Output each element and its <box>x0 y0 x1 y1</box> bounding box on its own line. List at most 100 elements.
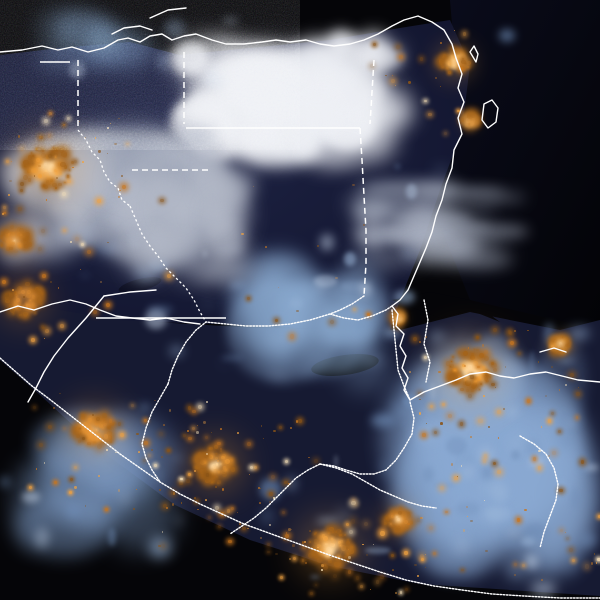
city-light-speckle <box>289 426 292 429</box>
villahermosa-node <box>0 232 5 237</box>
guatemala-city-node <box>215 463 219 466</box>
campeche-coast-node <box>25 281 30 287</box>
la-ceiba-honduras-node <box>559 338 561 340</box>
san-salvador-node <box>336 557 342 563</box>
blue-cloud-field-center <box>249 266 299 373</box>
cozumel-node <box>470 112 476 118</box>
city-light-speckle <box>10 160 13 163</box>
tegucigalpa-node <box>406 513 412 519</box>
city-light-speckle <box>81 437 85 441</box>
pacific-coast-chiapas-node <box>95 438 98 441</box>
san-pedro-sula-honduras-node <box>445 361 451 366</box>
campeche-coast-node <box>24 313 27 317</box>
city-light-speckle <box>445 510 448 514</box>
villahermosa-node <box>13 249 18 254</box>
city-light-speckle <box>412 337 417 341</box>
blue-cloud-field-southwest <box>33 430 147 533</box>
merida-yucatan-node <box>54 187 57 190</box>
pacific-coast-chiapas-node <box>87 442 91 446</box>
city-light-speckle <box>161 455 164 458</box>
city-light-speckle <box>373 543 375 546</box>
pacific-coast-chiapas-node <box>82 430 87 435</box>
city-light-speckle <box>493 328 498 333</box>
city-light-speckle <box>442 402 446 406</box>
city-light-speckle <box>100 280 103 283</box>
guatemala-city-node <box>222 472 228 478</box>
pacific-coast-chiapas-node <box>97 420 102 425</box>
san-pedro-sula-honduras-node <box>465 388 469 392</box>
moonlit-cumulus-cell <box>578 531 597 548</box>
city-light-speckle <box>154 399 156 402</box>
city-light-speckle <box>595 562 597 564</box>
city-light-speckle <box>502 407 506 410</box>
state-border-campeche-yucatan <box>77 129 131 207</box>
cancun-riviera-maya-node <box>442 66 444 68</box>
grey-cloud-puff <box>135 242 158 275</box>
city-light-speckle <box>290 528 293 531</box>
pacific-coast-chiapas-node <box>103 434 108 439</box>
city-light-speckle <box>135 488 137 490</box>
cozumel-node <box>460 118 465 122</box>
city-light-speckle <box>252 185 255 188</box>
city-light-speckle <box>510 340 515 345</box>
city-light-speckle <box>222 488 225 491</box>
pacific-coast-chiapas-node <box>95 422 98 425</box>
city-light-speckle <box>578 386 580 389</box>
san-salvador-node <box>312 551 318 557</box>
san-salvador-node <box>339 530 342 532</box>
city-light-speckle <box>571 558 575 562</box>
city-light-speckle <box>424 356 428 360</box>
cancun-riviera-maya-node <box>452 56 458 62</box>
merida-yucatan-node <box>44 169 47 172</box>
cozumel-node <box>473 116 478 121</box>
city-light-speckle <box>204 499 207 502</box>
pacific-coast-chiapas-node <box>109 440 113 443</box>
moonlit-cumulus-cell <box>356 313 366 333</box>
merida-yucatan-node <box>58 182 63 187</box>
city-light-speckle <box>284 480 289 485</box>
san-pedro-sula-honduras-node <box>455 379 460 384</box>
international-border-mexico-guatemala <box>167 313 331 385</box>
belize-city-node <box>393 320 396 324</box>
guatemala-city-node <box>229 462 232 466</box>
villahermosa-node <box>6 233 10 237</box>
guatemala-city-node <box>205 454 210 458</box>
city-light-speckle <box>461 465 463 467</box>
moonlit-cumulus-cell <box>458 539 466 553</box>
villahermosa-node <box>26 241 30 245</box>
city-light-speckle <box>465 506 469 509</box>
san-salvador-node <box>331 542 336 547</box>
city-light-speckle <box>53 480 57 485</box>
city-light-speckle <box>45 199 47 201</box>
city-light-speckle <box>262 438 264 440</box>
guatemala-city-node <box>212 465 217 470</box>
city-light-speckle <box>57 287 60 289</box>
merida-yucatan-node <box>66 175 69 178</box>
pacific-coast-chiapas-node <box>95 417 100 421</box>
city-light-speckle <box>304 540 307 543</box>
blue-cloud-field-center <box>338 343 393 394</box>
cancun-riviera-maya-node <box>447 62 452 67</box>
city-light-speckle <box>550 344 554 348</box>
pacific-coast-chiapas-node <box>95 429 98 431</box>
san-pedro-sula-honduras-node <box>463 351 469 357</box>
moonlit-cumulus-cell <box>521 536 535 546</box>
grey-cloud-puff <box>51 148 115 202</box>
city-light-speckle <box>104 508 108 512</box>
moonlit-cumulus-cell <box>402 419 408 431</box>
city-light-speckle <box>257 486 260 489</box>
city-light-speckle <box>537 466 542 470</box>
moonlit-cumulus-cell <box>568 328 590 340</box>
state-border-campeche-southwest <box>129 205 207 323</box>
la-ceiba-honduras-node <box>553 342 559 348</box>
pacific-coast-chiapas-node <box>101 426 105 430</box>
belize-city-node <box>397 315 400 318</box>
city-light-speckle <box>429 525 434 530</box>
merida-yucatan-node <box>40 168 45 173</box>
grey-cloud-puff <box>150 157 207 195</box>
merida-yucatan-node <box>49 164 53 168</box>
cancun-riviera-maya-node <box>455 50 460 55</box>
moonlit-cumulus-cell <box>446 437 468 455</box>
city-light-speckle <box>151 449 154 452</box>
grey-cloud-puff <box>216 204 232 229</box>
